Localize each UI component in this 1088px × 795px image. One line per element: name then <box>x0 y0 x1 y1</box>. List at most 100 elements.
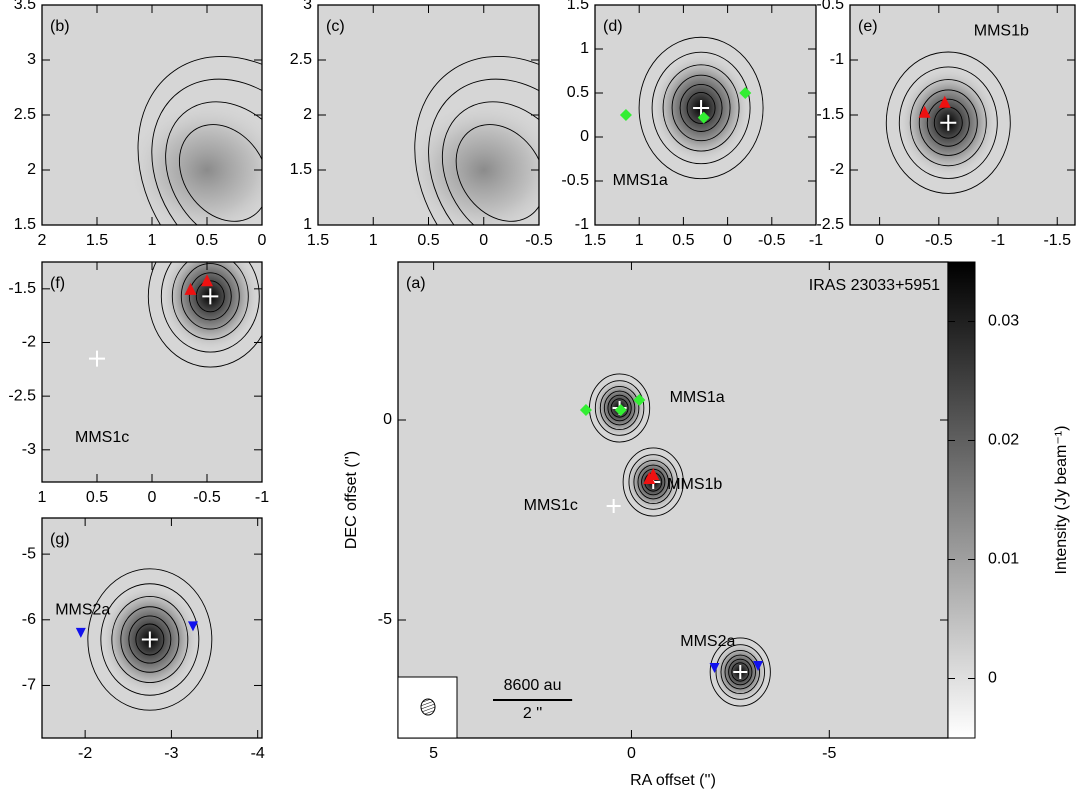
contour <box>709 637 771 707</box>
triangle-down-marker <box>753 661 764 671</box>
contour <box>188 272 232 321</box>
panel-label: (a) <box>406 275 426 292</box>
colorbar-label: Intensity (Jy beam⁻¹) <box>1053 426 1070 575</box>
panel: 2 1.5 1 0.5 01.522.533.5(b) <box>14 0 267 249</box>
x-tick-label: -1.5 <box>1043 232 1071 249</box>
diamond-marker <box>697 111 710 124</box>
x-tick-label: -0.5 <box>525 232 553 249</box>
x-tick-label: 1 <box>369 232 378 249</box>
y-tick-label: 3.5 <box>14 0 36 13</box>
contour <box>720 649 761 695</box>
contour <box>679 83 723 132</box>
contour <box>441 101 539 225</box>
x-tick-label: 2 <box>38 232 47 249</box>
contour <box>160 262 260 353</box>
contour <box>628 454 678 510</box>
annotation: MMS1b <box>974 23 1029 40</box>
source-plus <box>693 99 710 116</box>
emission <box>160 262 261 353</box>
source-plus <box>141 631 158 648</box>
x-tick-label: 1.5 <box>86 232 108 249</box>
x-tick-label: 0 <box>258 232 267 249</box>
y-tick-label: -2 <box>22 334 36 351</box>
emission <box>127 100 262 225</box>
y-tick-label: -0.5 <box>561 172 589 189</box>
panel: 1.5 1 0.5 0 -0.511.522.53(c) <box>290 0 553 249</box>
contour <box>171 262 249 340</box>
y-tick-label: 3 <box>303 0 312 13</box>
frame <box>41 517 263 739</box>
y-tick-label: 0 <box>580 128 589 145</box>
x-tick-label: 5 <box>429 745 438 762</box>
contour <box>120 606 180 673</box>
y-tick-label: -3 <box>22 441 36 458</box>
triangle-down-marker <box>75 627 86 638</box>
annotation: MMS1c <box>75 429 129 446</box>
contour <box>898 66 998 179</box>
x-tick-label: -1 <box>809 232 823 249</box>
x-tick-label: 1 <box>635 232 644 249</box>
contour <box>165 101 262 225</box>
y-tick-label: -1 <box>575 216 589 233</box>
diamond-marker <box>579 404 592 416</box>
y-tick-label: 1 <box>303 216 312 233</box>
source-plus <box>606 499 621 513</box>
x-tick-label: 0.5 <box>417 232 439 249</box>
triangle-marker <box>918 105 931 118</box>
source-name: MMS1a <box>670 389 725 406</box>
contour <box>731 662 750 682</box>
source-plus <box>940 114 957 131</box>
panel: 5 0 -5 -5 0 (a) MMS1a MMS1b MMS1c MMS2a IRAS 23033… <box>343 261 1070 789</box>
contour <box>633 459 673 505</box>
panel-label: (e) <box>858 18 878 35</box>
source-plus <box>733 665 748 679</box>
contour <box>603 390 636 426</box>
scale-label: 8600 au <box>504 677 562 694</box>
x-tick-label: 1 <box>38 489 47 506</box>
contour <box>195 280 225 313</box>
y-tick-label: 2.5 <box>14 106 36 123</box>
source-plus <box>202 288 219 305</box>
beam <box>420 698 436 716</box>
source-name: MMS1c <box>524 497 578 514</box>
contour <box>637 464 669 500</box>
markers <box>579 394 764 679</box>
contour <box>180 263 240 330</box>
source-name: MMS2a <box>680 633 735 650</box>
markers <box>89 274 219 367</box>
diamond-marker <box>633 394 646 406</box>
contour <box>909 79 987 167</box>
colorbar-tick-label: 0.01 <box>988 551 1019 568</box>
x-tick-label: 0.5 <box>196 232 218 249</box>
y-tick-label: -6 <box>22 611 36 628</box>
markers <box>75 621 198 648</box>
emission <box>403 100 539 225</box>
y-tick-label: -5 <box>22 545 36 562</box>
triangle-down-marker <box>709 663 720 673</box>
panel-label: (b) <box>50 18 70 35</box>
image-layer <box>403 55 539 225</box>
y-tick-label: 0 <box>383 411 392 428</box>
x-tick-label: 0 <box>627 745 636 762</box>
y-tick-label: -5 <box>378 611 392 628</box>
contour <box>111 595 189 684</box>
y-tick-label: -2.5 <box>816 216 844 233</box>
y-tick-label: -2 <box>830 161 844 178</box>
contour <box>414 55 539 225</box>
y-tick-label: -2.5 <box>8 387 36 404</box>
image-layer <box>127 55 262 225</box>
title: IRAS 23033+5951 <box>809 277 940 294</box>
x-tick-label: -5 <box>822 745 836 762</box>
markers <box>918 95 957 131</box>
triangle-marker <box>647 468 660 480</box>
triangle-marker <box>938 95 951 108</box>
y-tick-label: 0.5 <box>567 84 589 101</box>
x-tick-label: 0.5 <box>672 232 694 249</box>
contour <box>137 55 262 225</box>
annotation: MMS1a <box>613 172 668 189</box>
x-tick-label: 1 <box>148 232 157 249</box>
y-tick-label: 1 <box>580 40 589 57</box>
y-tick-label: -1.5 <box>816 106 844 123</box>
contour <box>651 51 751 165</box>
contour <box>728 658 753 686</box>
